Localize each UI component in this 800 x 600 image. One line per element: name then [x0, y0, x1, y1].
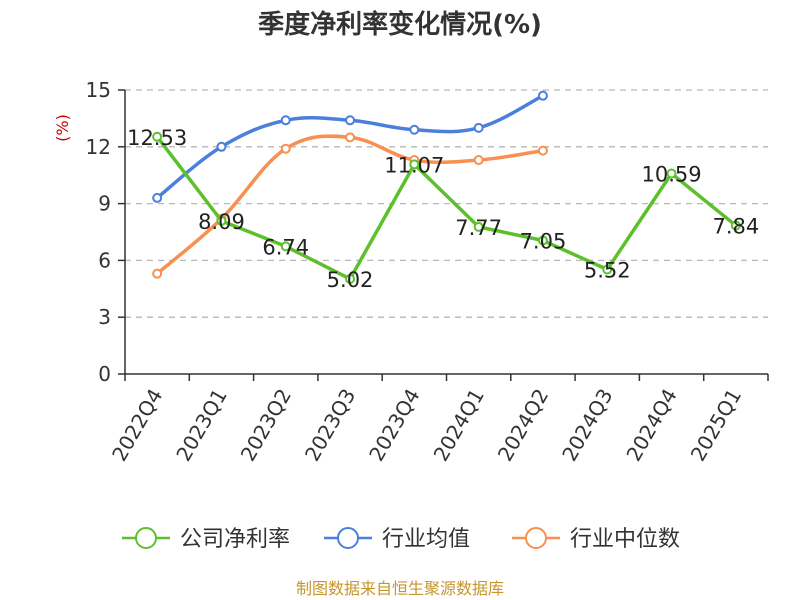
- y-tick-label: 15: [86, 78, 111, 102]
- x-tick-label: 2024Q3: [557, 385, 617, 466]
- data-point: [602, 264, 613, 275]
- data-label: 5.52: [584, 258, 631, 282]
- y-tick-label: 3: [98, 305, 111, 329]
- y-tick-label: 9: [98, 192, 111, 216]
- series-line: [155, 135, 737, 281]
- data-label: 7.77: [455, 216, 502, 240]
- data-point: [473, 221, 484, 232]
- series-line: [156, 134, 544, 275]
- data-point: [537, 235, 548, 246]
- data-point: [409, 124, 420, 135]
- data-point: [345, 115, 356, 126]
- legend-marker-icon: [337, 527, 359, 549]
- legend-marker-icon: [135, 527, 157, 549]
- legend-item-0[interactable]: 公司净利率: [122, 527, 290, 552]
- y-tick-label: 6: [98, 248, 111, 272]
- legend-item-1[interactable]: 行业均值: [324, 527, 470, 552]
- y-tick-label: 0: [98, 362, 111, 386]
- data-label: 6.74: [262, 235, 309, 259]
- data-point: [473, 155, 484, 166]
- data-label: 10.59: [641, 162, 701, 186]
- data-point: [473, 122, 484, 133]
- x-tick-label: 2023Q2: [236, 385, 296, 466]
- data-point: [345, 132, 356, 143]
- series-1: [152, 90, 548, 203]
- legend-label: 行业均值: [382, 527, 470, 552]
- data-label: 12.53: [127, 126, 187, 150]
- data-point: [409, 159, 420, 170]
- data-label: 7.05: [520, 230, 567, 254]
- data-point: [537, 145, 548, 156]
- legend-label: 行业中位数: [570, 527, 680, 552]
- x-tick-label: 2023Q1: [171, 385, 231, 466]
- data-point: [216, 141, 227, 152]
- x-tick-label: 2024Q4: [621, 385, 681, 466]
- x-tick-label: 2023Q3: [300, 385, 360, 466]
- x-tick-label: 2023Q4: [364, 385, 424, 466]
- legend-label: 公司净利率: [180, 527, 290, 552]
- y-tick-label: 12: [86, 135, 111, 159]
- data-label: 11.07: [384, 153, 444, 177]
- data-label: 8.09: [198, 210, 245, 234]
- x-tick-label: 2024Q1: [429, 385, 489, 466]
- x-tick-label: 2024Q2: [493, 385, 553, 466]
- data-label: 5.02: [327, 268, 374, 292]
- legend-item-2[interactable]: 行业中位数: [512, 527, 680, 552]
- data-point: [280, 241, 291, 252]
- data-label: 7.84: [712, 215, 759, 239]
- data-point: [537, 90, 548, 101]
- x-tick-label: 2022Q4: [107, 385, 167, 466]
- data-point: [345, 273, 356, 284]
- data-source-note: 制图数据来自恒生聚源数据库: [296, 579, 504, 598]
- x-tick-label: 2025Q1: [686, 385, 746, 466]
- data-point: [152, 131, 163, 142]
- data-point: [216, 215, 227, 226]
- data-point: [280, 143, 291, 154]
- legend-marker-icon: [525, 527, 547, 549]
- series-0: [152, 131, 741, 284]
- y-axis-unit-label: (%): [53, 114, 72, 142]
- data-point: [666, 168, 677, 179]
- data-point: [152, 192, 163, 203]
- data-point: [280, 115, 291, 126]
- data-point: [730, 220, 741, 231]
- data-point: [152, 268, 163, 279]
- chart-title: 季度净利率变化情况(%): [258, 9, 542, 40]
